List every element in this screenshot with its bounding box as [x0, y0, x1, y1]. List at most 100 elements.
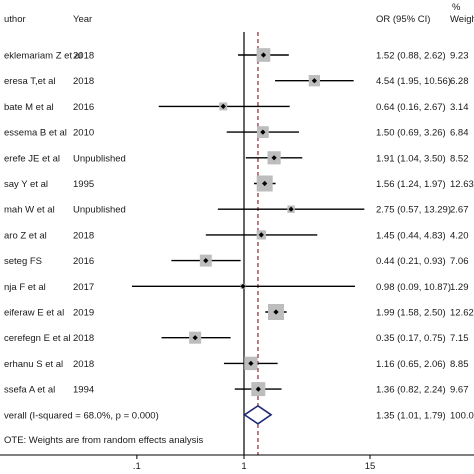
study-weight-14: 9.67 [450, 385, 469, 396]
overall-weight: 100.00 [450, 410, 474, 421]
study-weight-4: 6.84 [450, 128, 469, 139]
study-year-4: 2010 [73, 128, 94, 139]
study-ci-3: 0.64 (0.16, 2.67) [376, 102, 446, 113]
study-point-1 [260, 52, 267, 58]
study-ci-13: 1.16 (0.65, 2.06) [376, 359, 446, 370]
study-row-9: seteg FS 2016 0.44 (0.21, 0.93) 7.06 [4, 254, 469, 267]
study-year-7: Unpublished [73, 205, 126, 216]
study-ci-12: 0.35 (0.17, 0.75) [376, 333, 446, 344]
weight-header: Weigh [450, 14, 474, 25]
study-ci-7: 2.75 (0.57, 13.29) [376, 205, 451, 216]
study-weight-3: 3.14 [450, 102, 469, 113]
study-ci-14: 1.36 (0.82, 2.24) [376, 385, 446, 396]
study-weight-13: 8.85 [450, 359, 469, 370]
study-author-10: nja F et al [4, 282, 46, 293]
study-author-13: erhanu S et al [4, 359, 63, 370]
study-weight-2: 6.28 [450, 76, 469, 87]
study-year-10: 2017 [73, 282, 94, 293]
study-row-11: eiferaw E et al 2019 1.99 (1.58, 2.50) 12.6… [4, 304, 474, 320]
study-row-5: erefe JE et al Unpublished 1.91 (1.04, 3.5… [4, 151, 469, 165]
study-row-6: say Y et al 1995 1.56 (1.24, 1.97) 12.63 [4, 175, 474, 192]
study-ci-4: 1.50 (0.69, 3.26) [376, 128, 446, 139]
study-ci-11: 1.99 (1.58, 2.50) [376, 308, 446, 319]
study-year-8: 2018 [73, 230, 94, 241]
study-point-9 [203, 258, 209, 264]
study-year-12: 2018 [73, 333, 94, 344]
study-ci-2: 4.54 (1.95, 10.56) [376, 76, 451, 87]
study-point-4 [260, 129, 266, 135]
overall-ci: 1.35 (1.01, 1.79) [376, 410, 446, 421]
study-ci-10: 0.98 (0.09, 10.87) [376, 282, 451, 293]
study-weight-10: 1.29 [450, 282, 469, 293]
study-weight-12: 7.15 [450, 333, 469, 344]
study-row-12: cerefegn E et al 2018 0.35 (0.17, 0.75) 7.1… [4, 331, 469, 344]
study-point-8 [258, 232, 264, 238]
study-point-10 [240, 283, 246, 289]
study-weight-1: 9.23 [450, 51, 469, 62]
study-ci-9: 0.44 (0.21, 0.93) [376, 256, 446, 267]
footnote: OTE: Weights are from random effects ana… [4, 435, 203, 446]
study-ci-8: 1.45 (0.44, 4.83) [376, 230, 446, 241]
study-ci-6: 1.56 (1.24, 1.97) [376, 179, 446, 190]
study-point-11 [273, 309, 279, 315]
author-header: uthor [4, 14, 26, 25]
study-row-14: ssefa A et al 1994 1.36 (0.82, 2.24) 9.67 [4, 382, 469, 397]
study-row-8: aro Z et al 2018 1.45 (0.44, 4.83) 4.20 [4, 230, 469, 241]
axis-layer: .1 1 15 [0, 32, 474, 472]
x-tick-label-1: 1 [241, 461, 246, 472]
study-author-11: eiferaw E et al [4, 308, 64, 319]
study-row-13: erhanu S et al 2018 1.16 (0.65, 2.06) 8.85 [4, 356, 469, 371]
effect-header: OR (95% CI) [376, 14, 430, 25]
study-author-5: erefe JE et al [4, 153, 60, 164]
study-row-4: essema B et al 2010 1.50 (0.69, 3.26) 6.84 [4, 126, 469, 139]
study-author-8: aro Z et al [4, 230, 47, 241]
study-ci-1: 1.52 (0.88, 2.62) [376, 51, 446, 62]
study-year-11: 2019 [73, 308, 94, 319]
study-point-13 [248, 360, 254, 366]
study-author-1: eklemariam Z et al [4, 51, 82, 62]
study-author-3: bate M et al [4, 102, 54, 113]
study-author-2: eresa T,et al [4, 76, 56, 87]
overall-diamond [243, 404, 273, 425]
study-author-6: say Y et al [4, 179, 48, 190]
study-weight-9: 7.06 [450, 256, 469, 267]
study-ci-5: 1.91 (1.04, 3.50) [376, 153, 446, 164]
x-tick-label-0: .1 [133, 461, 141, 472]
study-year-9: 2016 [73, 256, 94, 267]
study-year-3: 2016 [73, 102, 94, 113]
overall-label: verall (I-squared = 68.0%, p = 0.000) [4, 410, 159, 421]
study-row-3: bate M et al 2016 0.64 (0.16, 2.67) 3.14 [4, 102, 469, 113]
study-year-13: 2018 [73, 359, 94, 370]
study-row-7: mah W et al Unpublished 2.75 (0.57, 13.29)… [4, 205, 469, 216]
year-header: Year [73, 14, 92, 25]
study-point-12 [192, 335, 198, 341]
study-weight-5: 8.52 [450, 153, 469, 164]
overall-row: verall (I-squared = 68.0%, p = 0.000) 1.3… [4, 404, 474, 425]
study-author-4: essema B et al [4, 128, 67, 139]
study-row-2: eresa T,et al 2018 4.54 (1.95, 10.56) 6.28 [4, 75, 469, 87]
study-point-6 [262, 180, 268, 187]
study-weight-7: 2.67 [450, 205, 469, 216]
study-year-1: 2018 [73, 51, 94, 62]
study-author-9: seteg FS [4, 256, 42, 267]
x-tick-label-2: 15 [365, 461, 376, 472]
study-year-2: 2018 [73, 76, 94, 87]
column-headers: % uthor Year OR (95% CI) Weigh [4, 2, 474, 25]
study-point-14 [255, 386, 261, 392]
study-year-6: 1995 [73, 179, 94, 190]
study-weight-8: 4.20 [450, 230, 469, 241]
weight-percent-header: % [452, 2, 461, 13]
study-year-5: Unpublished [73, 153, 126, 164]
study-row-10: nja F et al 2017 0.98 (0.09, 10.87) 1.29 [4, 282, 469, 293]
study-author-12: cerefegn E et al [4, 333, 71, 344]
study-author-14: ssefa A et al [4, 385, 55, 396]
study-author-7: mah W et al [4, 205, 55, 216]
study-point-3 [220, 103, 226, 109]
study-weight-11: 12.62 [450, 308, 474, 319]
study-year-14: 1994 [73, 385, 94, 396]
study-weight-6: 12.63 [450, 179, 474, 190]
study-point-7 [288, 206, 294, 212]
